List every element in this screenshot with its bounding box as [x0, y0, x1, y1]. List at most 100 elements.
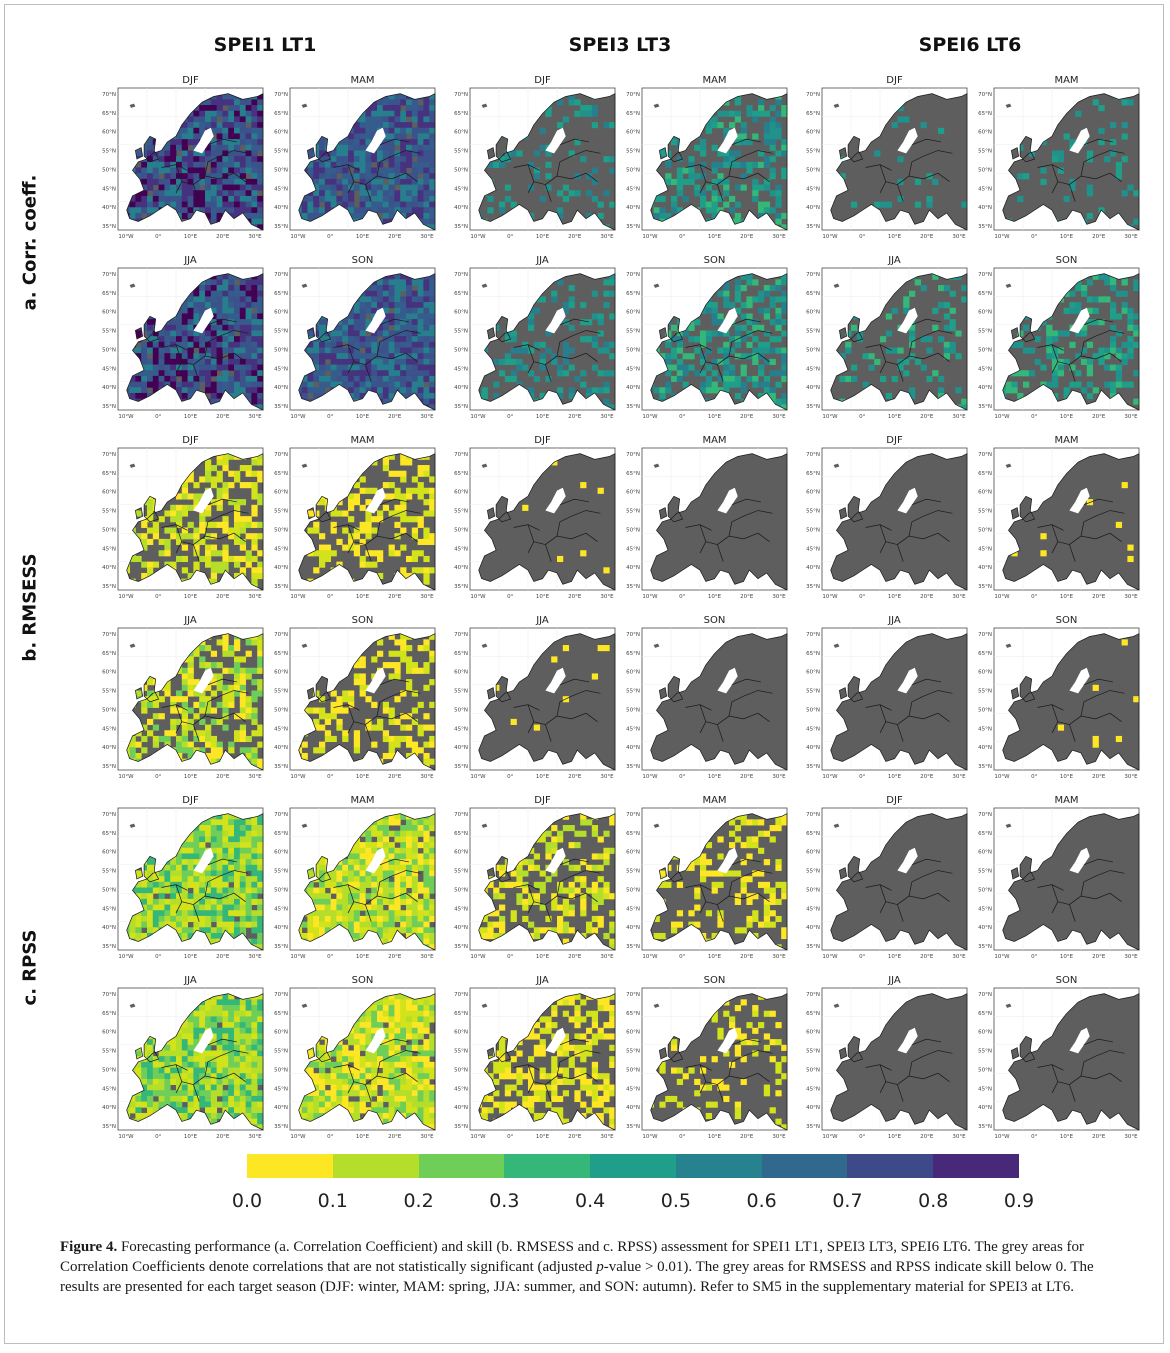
- lat-tick-label: 60°N: [978, 490, 992, 496]
- lat-tick-label: 45°N: [626, 1086, 640, 1092]
- lat-tick-label: 70°N: [978, 92, 992, 98]
- lat-tick-label: 50°N: [626, 1067, 640, 1073]
- lon-tick-label: 10°W: [118, 774, 134, 780]
- lon-tick-label: 0°: [155, 234, 161, 240]
- lon-tick-label: 30°E: [600, 954, 614, 960]
- lat-tick-label: 35°N: [454, 1124, 468, 1130]
- season-title: JJA: [535, 975, 549, 986]
- lon-tick-label: 30°E: [1124, 594, 1138, 600]
- lat-tick-label: 35°N: [978, 224, 992, 230]
- season-title: MAM: [1054, 795, 1078, 806]
- lon-tick-label: 20°E: [216, 594, 230, 600]
- lon-tick-label: 0°: [679, 1134, 685, 1140]
- lat-tick-label: 70°N: [454, 632, 468, 638]
- lat-tick-label: 40°N: [626, 205, 640, 211]
- lat-tick-label: 40°N: [274, 925, 288, 931]
- map-panel-son: SON 70°N 65°N 60°N 55°N 50°N 45°N 40°N 35°N10°W 0…: [626, 255, 788, 420]
- lon-tick-label: 10°E: [184, 234, 198, 240]
- lon-tick-label: 10°W: [822, 774, 838, 780]
- lat-tick-label: 70°N: [806, 632, 820, 638]
- lat-tick-label: 45°N: [626, 906, 640, 912]
- lon-tick-label: 20°E: [920, 414, 934, 420]
- lat-tick-label: 70°N: [626, 992, 640, 998]
- season-title: MAM: [1054, 75, 1078, 86]
- lon-tick-label: 10°W: [118, 594, 134, 600]
- lat-tick-label: 50°N: [454, 347, 468, 353]
- lon-tick-label: 20°E: [388, 234, 402, 240]
- lat-tick-label: 45°N: [978, 546, 992, 552]
- lat-tick-label: 45°N: [806, 546, 820, 552]
- map-panel-mam: MAM 70°N 65°N 60°N 55°N 50°N 45°N 40°N 35°N10°W 0…: [274, 435, 436, 600]
- lon-tick-label: 30°E: [952, 954, 966, 960]
- lat-tick-label: 35°N: [454, 764, 468, 770]
- lat-tick-label: 70°N: [978, 812, 992, 818]
- lon-tick-label: 10°W: [994, 414, 1010, 420]
- lon-tick-label: 20°E: [1092, 774, 1106, 780]
- lon-tick-label: 10°E: [536, 954, 550, 960]
- lon-tick-label: 30°E: [772, 1134, 786, 1140]
- land-mass: [653, 283, 660, 288]
- lat-tick-label: 55°N: [806, 689, 820, 695]
- lon-tick-label: 0°: [679, 414, 685, 420]
- land-mass: [653, 103, 660, 108]
- lat-tick-label: 60°N: [626, 850, 640, 856]
- lat-tick-label: 40°N: [102, 385, 116, 391]
- colorbar-segment: [504, 1154, 591, 1178]
- lon-tick-label: 30°E: [420, 774, 434, 780]
- lat-tick-label: 35°N: [626, 404, 640, 410]
- lat-tick-label: 55°N: [454, 689, 468, 695]
- lat-tick-label: 65°N: [454, 831, 468, 837]
- lat-tick-label: 35°N: [626, 944, 640, 950]
- map-panel-mam: MAM 70°N 65°N 60°N 55°N 50°N 45°N 40°N 35°N10°W 0…: [626, 795, 788, 960]
- season-title: JJA: [183, 255, 197, 266]
- lat-tick-label: 45°N: [274, 726, 288, 732]
- lat-tick-label: 35°N: [102, 224, 116, 230]
- lon-tick-label: 20°E: [568, 954, 582, 960]
- lat-tick-label: 35°N: [274, 1124, 288, 1130]
- colorbar-segment: [847, 1154, 934, 1178]
- lat-tick-label: 60°N: [626, 490, 640, 496]
- lat-tick-label: 70°N: [626, 92, 640, 98]
- lon-tick-label: 10°E: [536, 234, 550, 240]
- lat-tick-label: 35°N: [274, 584, 288, 590]
- lat-tick-label: 65°N: [626, 831, 640, 837]
- land-mass: [1011, 147, 1019, 159]
- lon-tick-label: 10°W: [642, 414, 658, 420]
- lat-tick-label: 70°N: [274, 812, 288, 818]
- lat-tick-label: 65°N: [978, 831, 992, 837]
- lon-tick-label: 20°E: [1092, 234, 1106, 240]
- lat-tick-label: 65°N: [102, 291, 116, 297]
- lon-tick-label: 30°E: [600, 234, 614, 240]
- lat-tick-label: 65°N: [626, 111, 640, 117]
- lat-tick-label: 45°N: [454, 726, 468, 732]
- lat-tick-label: 40°N: [274, 1105, 288, 1111]
- lon-tick-label: 10°W: [470, 954, 486, 960]
- land-mass: [1005, 823, 1012, 828]
- lon-tick-label: 20°E: [920, 234, 934, 240]
- lon-tick-label: 10°E: [536, 774, 550, 780]
- lat-tick-label: 50°N: [978, 887, 992, 893]
- lat-tick-label: 70°N: [102, 992, 116, 998]
- land-mass: [1002, 993, 1139, 1130]
- lat-tick-label: 65°N: [806, 651, 820, 657]
- lon-tick-label: 10°E: [888, 774, 902, 780]
- lon-tick-label: 30°E: [248, 234, 262, 240]
- lat-tick-label: 40°N: [102, 745, 116, 751]
- lat-tick-label: 45°N: [978, 186, 992, 192]
- lon-tick-label: 10°W: [642, 594, 658, 600]
- lon-tick-label: 10°E: [708, 774, 722, 780]
- land-mass: [301, 1003, 308, 1008]
- lon-tick-label: 10°W: [470, 414, 486, 420]
- lon-tick-label: 10°E: [888, 1134, 902, 1140]
- lat-tick-label: 55°N: [626, 509, 640, 515]
- lat-tick-label: 50°N: [454, 527, 468, 533]
- lat-tick-label: 55°N: [978, 149, 992, 155]
- lat-tick-label: 35°N: [102, 944, 116, 950]
- lat-tick-label: 60°N: [626, 130, 640, 136]
- lat-tick-label: 70°N: [806, 812, 820, 818]
- lon-tick-label: 10°E: [356, 774, 370, 780]
- lon-tick-label: 20°E: [216, 414, 230, 420]
- lon-tick-label: 10°E: [1060, 774, 1074, 780]
- lat-tick-label: 35°N: [102, 584, 116, 590]
- lon-tick-label: 10°W: [994, 774, 1010, 780]
